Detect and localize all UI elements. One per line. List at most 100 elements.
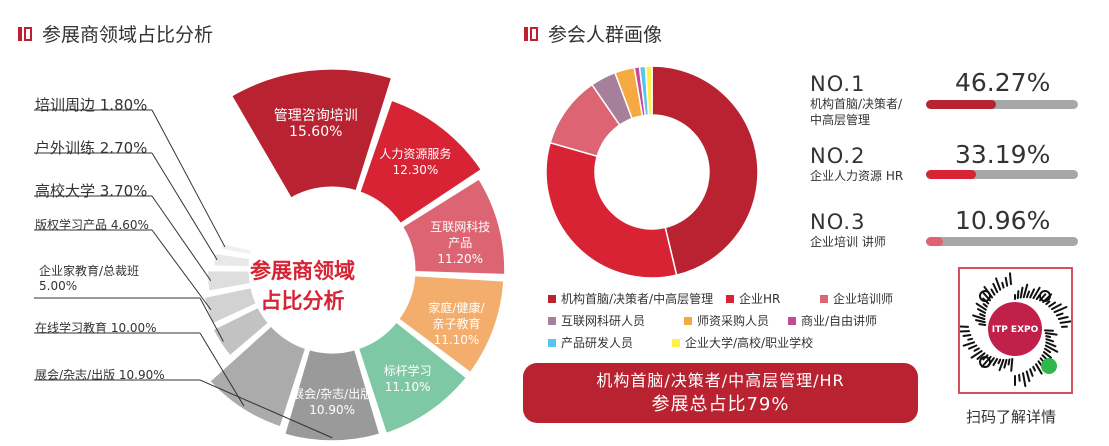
legend-item: 企业HR [726, 290, 780, 307]
rank-2-bar [926, 170, 1078, 179]
qr-stroke [1050, 303, 1062, 311]
rank-1: NO.1 机构首脑/决策者/ 中高层管理 [810, 72, 902, 128]
qr-code-image: ITP EXPO [960, 272, 1071, 388]
legend-item: 商业/自由讲师 [788, 312, 877, 329]
legend-item: 企业大学/高校/职业学校 [672, 334, 813, 351]
slice-name: 互联网科技产品 [430, 220, 491, 251]
qr-stroke [1032, 286, 1041, 300]
rank-2-pct: 33.19% [955, 140, 1051, 169]
rose-slice [211, 250, 253, 270]
legend-label: 产品研发人员 [561, 336, 634, 350]
qr-code[interactable]: ITP EXPO [958, 267, 1073, 394]
center-label-line: 参展商领域 [250, 259, 355, 283]
qr-stroke [1057, 315, 1069, 320]
qr-stroke [1035, 363, 1043, 375]
rank-3-pct: 10.96% [955, 206, 1051, 235]
donut-slice [545, 141, 678, 279]
qr-stroke [1045, 341, 1057, 348]
leader-line [151, 229, 212, 311]
qr-stroke [1025, 370, 1031, 383]
rose-slice [209, 304, 272, 360]
rose-slice [395, 273, 507, 376]
qr-stroke [1044, 344, 1059, 353]
qr-stroke [992, 358, 999, 367]
slice-value: 10.90% [309, 402, 356, 417]
rose-external-label: 高校大学 3.70% [35, 182, 148, 200]
qr-stroke [1010, 357, 1014, 372]
slice-name: 人力资源服务 [379, 147, 452, 162]
leader-line [199, 297, 224, 342]
qr-stroke [1022, 372, 1027, 388]
rose-slice [281, 346, 383, 444]
legend-swatch [820, 294, 828, 303]
summary-line-1: 机构首脑/决策者/中高层管理/HR [596, 371, 845, 390]
mini-program-icon [1041, 358, 1057, 374]
qr-stroke [1025, 290, 1031, 299]
qr-stroke [975, 319, 986, 324]
rank-desc: 中高层管理 [810, 113, 871, 127]
rose-slice [399, 175, 508, 277]
qr-stroke [1042, 351, 1052, 359]
rose-slice [355, 318, 470, 437]
rose-center-label: 参展商领域 占比分析 [250, 256, 355, 316]
rank-number: NO.2 [810, 144, 866, 168]
qr-stroke [1003, 358, 1008, 369]
legend-item: 互联网科研人员 [548, 312, 645, 329]
slice-name: 标杆学习 [383, 363, 432, 378]
legend-swatch [672, 338, 680, 347]
rose-slice [201, 284, 260, 327]
legend-label: 企业培训师 [833, 292, 894, 306]
qr-stroke [992, 282, 999, 294]
legend-swatch [726, 294, 734, 303]
rose-external-label: 户外训练 2.70% [35, 139, 148, 157]
rank-1-pct: 46.27% [955, 68, 1051, 97]
legend-swatch [788, 316, 796, 325]
rose-slice-label: 互联网科技产品 11.20% [415, 219, 505, 267]
qr-stroke [972, 314, 986, 321]
right-title-text: 参会人群画像 [548, 24, 663, 46]
rose-external-label: 展会/杂志/出版 10.90% [35, 368, 165, 382]
rank-number: NO.1 [810, 72, 866, 96]
qr-stroke [962, 334, 972, 337]
legend-label: 企业HR [739, 292, 781, 306]
rose-slice [218, 240, 255, 258]
qr-stroke [998, 358, 1005, 372]
slice-value: 11.10% [384, 379, 431, 394]
qr-stroke [979, 313, 986, 318]
section-marker-icon [524, 26, 538, 41]
qr-stroke [975, 302, 987, 311]
rose-external-label: 版权学习产品 4.60% [35, 218, 149, 232]
qr-stroke [973, 347, 980, 352]
rose-external-label: 培训周边 1.80% [35, 96, 148, 114]
qr-stroke [1044, 347, 1052, 354]
qr-stroke [960, 325, 970, 328]
qr-logo [988, 302, 1042, 356]
rank-3-bar-fill [926, 237, 943, 246]
qr-stroke [997, 358, 1002, 365]
qr-stroke [982, 303, 988, 308]
left-section-title: 参展商领域占比分析 [18, 20, 213, 47]
legend-label: 机构首脑/决策者/中高层管理 [561, 292, 714, 306]
rank-desc: 机构首脑/决策者/ [810, 97, 903, 111]
qr-stroke [1007, 358, 1011, 366]
legend-label: 企业大学/高校/职业学校 [685, 336, 814, 350]
slice-name: 管理咨询培训 [273, 107, 358, 124]
rose-slice [206, 322, 309, 430]
legend-swatch [548, 316, 556, 325]
slice-name: 展会/杂志/出版 [292, 386, 373, 401]
rose-slice-label: 管理咨询培训 15.60% [271, 108, 361, 140]
qr-stroke [1055, 312, 1064, 317]
rank-number: NO.3 [810, 210, 866, 234]
slice-value: 5.00% [39, 279, 78, 293]
qr-stroke [1059, 320, 1071, 324]
legend-item: 师资采购人员 [684, 312, 769, 329]
qr-stroke [978, 323, 987, 326]
qr-stroke [1001, 281, 1005, 289]
qr-stroke [962, 341, 976, 347]
legend-label: 互联网科研人员 [561, 314, 646, 328]
left-title-text: 参展商领域占比分析 [42, 24, 214, 46]
slice-value: 11.10% [433, 332, 480, 347]
qr-stroke [968, 344, 978, 350]
summary-line-2: 参展总占比79% [651, 394, 790, 415]
